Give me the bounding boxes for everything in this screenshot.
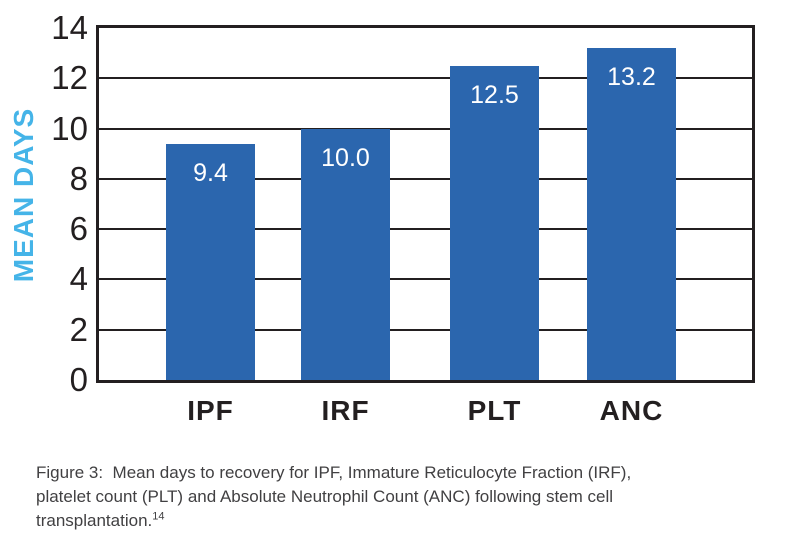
- x-axis-label-plt: PLT: [467, 395, 522, 426]
- y-tick-label-14: 14: [51, 9, 88, 46]
- bar-value-label-anc: 13.2: [607, 63, 656, 92]
- y-tick-label-6: 6: [69, 210, 88, 248]
- caption-line-3-text: transplantation.: [36, 511, 153, 530]
- caption-line-1: Figure 3: Mean days to recovery for IPF,…: [36, 463, 632, 482]
- caption-line-3: transplantation.14: [36, 509, 756, 533]
- gridline-4: [99, 278, 752, 281]
- gridline-6: [99, 228, 752, 231]
- y-tick-label-2: 2: [69, 310, 88, 348]
- gridline-2: [99, 328, 752, 331]
- y-tick-label-4: 4: [69, 260, 88, 298]
- x-axis-label-ipf: IPF: [187, 395, 234, 426]
- y-axis-title: MEAN DAYS: [0, 25, 48, 365]
- bar-irf: 10.0: [301, 128, 390, 380]
- y-tick-label-10: 10: [51, 109, 88, 147]
- plot-area: 9.4 10.0 12.5 13.2: [96, 25, 755, 383]
- figure-caption: Figure 3: Mean days to recovery for IPF,…: [36, 461, 756, 533]
- bar-plt: 12.5: [450, 65, 539, 380]
- gridline-12: [99, 77, 752, 80]
- bar-value-label-irf: 10.0: [321, 143, 370, 172]
- caption-line-2: platelet count (PLT) and Absolute Neutro…: [36, 487, 614, 506]
- bar-anc: 13.2: [587, 48, 676, 380]
- y-axis-title-text: MEAN DAYS: [8, 107, 40, 283]
- gridline-10: [99, 127, 752, 130]
- x-axis-label-anc: ANC: [599, 395, 664, 426]
- bar-value-label-ipf: 9.4: [193, 158, 228, 187]
- bar-ipf: 9.4: [166, 143, 255, 380]
- y-tick-label-12: 12: [51, 59, 88, 97]
- y-tick-label-8: 8: [69, 159, 88, 197]
- y-tick-label-0: 0: [69, 361, 88, 398]
- bar-value-label-plt: 12.5: [470, 80, 519, 109]
- gridline-8: [99, 177, 752, 180]
- x-axis-label-irf: IRF: [321, 395, 370, 426]
- footnote-reference: 14: [152, 510, 165, 523]
